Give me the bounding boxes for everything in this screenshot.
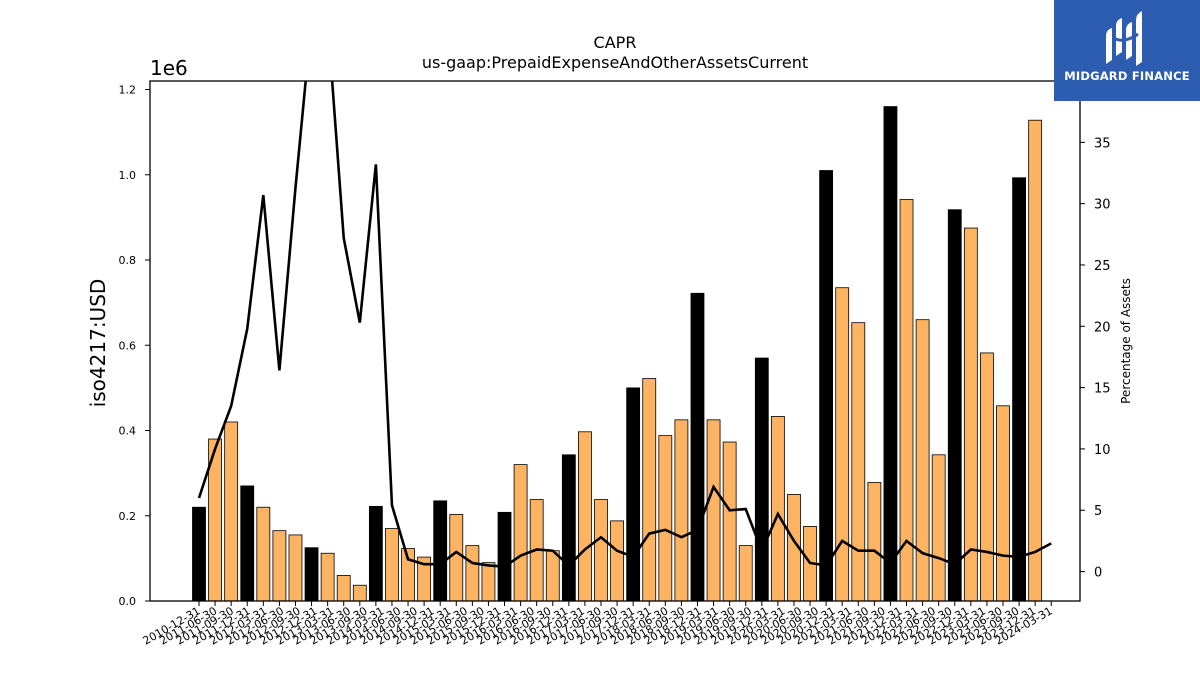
y-tick-label: 0.4 xyxy=(119,425,137,438)
bar xyxy=(883,106,898,602)
bar xyxy=(931,454,946,602)
bar xyxy=(513,464,528,602)
line-layer xyxy=(197,81,1052,568)
bar xyxy=(1012,177,1026,602)
bar xyxy=(368,505,383,602)
bar xyxy=(963,227,978,602)
bar xyxy=(465,545,480,602)
bar xyxy=(706,419,721,602)
chart-title: CAPR xyxy=(594,33,637,52)
y-tick-label: 1.0 xyxy=(119,169,137,182)
y2-tick-label: 25 xyxy=(1094,259,1111,274)
y2-tick-label: 30 xyxy=(1094,198,1111,213)
bar xyxy=(851,322,866,602)
y-tick-label: 0.0 xyxy=(119,595,137,608)
bar xyxy=(545,550,560,602)
y2-tick-label: 35 xyxy=(1094,136,1111,151)
y2-tick-label: 5 xyxy=(1094,504,1102,519)
bar xyxy=(240,485,255,602)
bar xyxy=(770,416,785,602)
bars-layer xyxy=(192,106,1043,602)
bar xyxy=(561,454,576,602)
bar xyxy=(352,584,367,602)
bar xyxy=(433,500,448,602)
axes-layer: 0.00.20.40.60.81.01.2051015202530352010-… xyxy=(119,80,1111,648)
bar xyxy=(835,287,850,602)
y2-tick-label: 10 xyxy=(1094,443,1111,458)
y2-tick-label: 15 xyxy=(1094,382,1111,397)
bar xyxy=(304,547,319,602)
chart-subtitle: us-gaap:PrepaidExpenseAndOtherAssetsCurr… xyxy=(422,53,808,72)
y-tick-label: 0.8 xyxy=(119,254,137,267)
bar xyxy=(224,421,239,602)
y2-tick-label: 20 xyxy=(1094,320,1111,335)
brand-logo: MIDGARD FINANCE xyxy=(1054,0,1200,101)
bar xyxy=(642,378,657,602)
bar xyxy=(336,575,351,602)
bar xyxy=(690,292,705,602)
bar xyxy=(996,405,1010,602)
bar xyxy=(867,482,882,602)
brand-name: MIDGARD FINANCE xyxy=(1064,69,1190,83)
y2-tick-label: 0 xyxy=(1094,566,1102,581)
pct-assets-line xyxy=(197,81,1052,568)
bar xyxy=(594,499,608,602)
bar xyxy=(578,431,592,602)
bar xyxy=(722,441,737,602)
bar xyxy=(947,209,962,602)
y-tick-label: 0.6 xyxy=(119,339,137,352)
y-tick-label: 0.2 xyxy=(119,510,137,523)
y-axis-offset-label: 1e6 xyxy=(150,56,188,80)
y-axis-label: iso4217:USD xyxy=(86,279,110,408)
bar xyxy=(1028,119,1043,602)
bar xyxy=(192,506,206,602)
plot-frame xyxy=(149,80,1081,602)
bar xyxy=(385,528,399,602)
bar xyxy=(320,552,335,602)
bar xyxy=(272,530,287,602)
bar xyxy=(980,352,994,602)
bar xyxy=(497,511,512,602)
bar xyxy=(626,387,641,602)
bar xyxy=(915,319,930,602)
bar xyxy=(610,520,624,602)
bar xyxy=(738,545,753,602)
bar xyxy=(658,435,673,602)
bar xyxy=(819,170,834,602)
bar xyxy=(449,514,464,602)
y-tick-label: 1.2 xyxy=(119,84,137,97)
bar xyxy=(754,357,769,602)
brand-mark-icon xyxy=(1106,11,1142,66)
y2-axis-label: Percentage of Assets xyxy=(1119,278,1133,404)
bar xyxy=(481,562,496,602)
bar xyxy=(256,506,271,602)
bar xyxy=(674,419,689,602)
bar xyxy=(288,534,303,602)
